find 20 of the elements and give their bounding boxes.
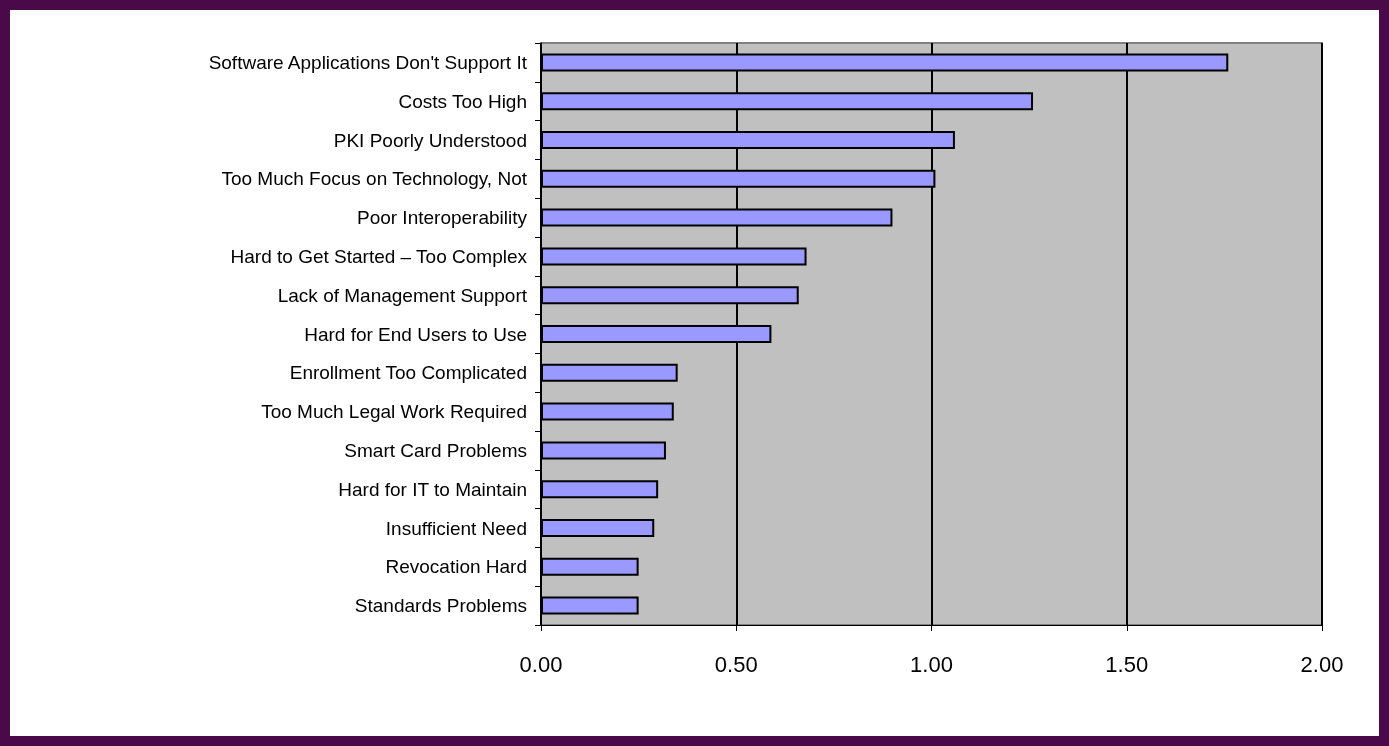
- y-tick-label: Smart Card Problems: [344, 439, 527, 461]
- x-tick-label: 2.00: [1300, 651, 1344, 677]
- y-tick-label: Insufficient Need: [385, 517, 527, 539]
- y-tick-label: Hard for IT to Maintain: [338, 478, 527, 500]
- x-tick-label: 1.00: [910, 651, 953, 677]
- x-tick-label: 0.00: [519, 651, 563, 677]
- y-tick-label: Poor Interoperability: [356, 207, 528, 229]
- y-tick-label: Software Applications Don't Support It: [208, 51, 528, 73]
- y-tick-label: Costs Too High: [398, 90, 527, 112]
- x-tick-label: 1.50: [1105, 651, 1149, 677]
- y-tick-label: Enrollment Too Complicated: [289, 362, 527, 384]
- y-tick-label: Too Much Legal Work Required: [261, 401, 527, 423]
- y-tick-label: PKI Poorly Understood: [333, 129, 527, 151]
- x-tick-label: 0.50: [714, 651, 758, 677]
- y-tick-label: Standards Problems: [354, 595, 527, 617]
- y-tick-label: Hard for End Users to Use: [304, 323, 527, 345]
- y-tick-label: Hard to Get Started – Too Complex: [230, 245, 528, 267]
- y-tick-label: Too Much Focus on Technology, Not: [221, 168, 528, 190]
- y-tick-label: Lack of Management Support: [277, 284, 528, 306]
- y-tick-label: Revocation Hard: [385, 556, 527, 578]
